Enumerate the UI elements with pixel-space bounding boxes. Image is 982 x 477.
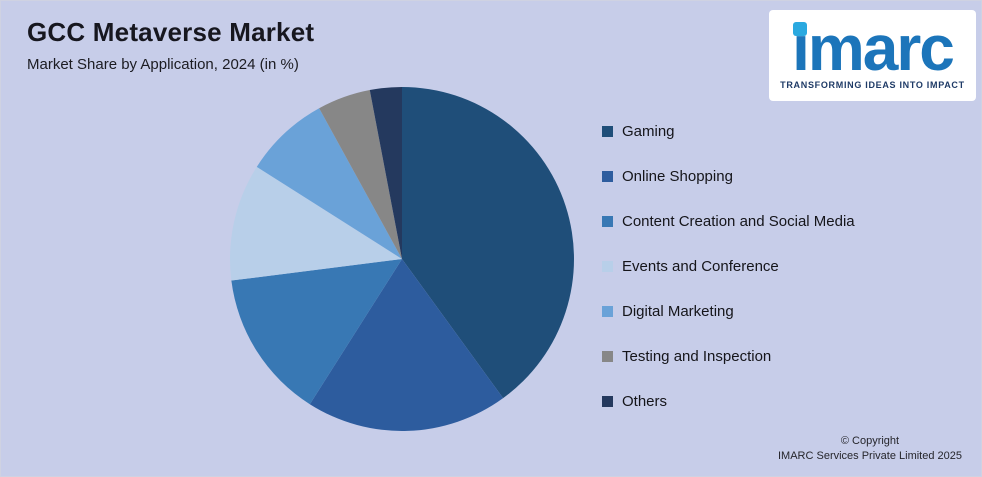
pie-slice-digital-marketing — [256, 108, 402, 259]
chart-subtitle: Market Share by Application, 2024 (in %) — [27, 56, 299, 73]
pie-slice-events-and-conference — [230, 166, 402, 281]
copyright-notice: © Copyright IMARC Services Private Limit… — [778, 434, 962, 464]
legend-label: Testing and Inspection — [622, 348, 772, 365]
copyright-line1: © Copyright — [840, 435, 900, 447]
legend-label: Online Shopping — [622, 168, 733, 185]
legend-item: Content Creation and Social Media — [602, 213, 855, 230]
legend-label: Content Creation and Social Media — [622, 213, 855, 230]
pie-slice-testing-and-inspection — [319, 90, 402, 259]
legend-item: Online Shopping — [602, 168, 855, 185]
legend-label: Others — [622, 393, 668, 410]
legend-item: Gaming — [602, 123, 855, 140]
legend-swatch-icon — [602, 126, 613, 137]
legend-swatch-icon — [602, 216, 613, 227]
legend-swatch-icon — [602, 396, 613, 407]
imarc-logo: imarc TRANSFORMING IDEAS INTO IMPACT — [769, 10, 976, 101]
pie-chart — [230, 87, 574, 431]
legend-label: Gaming — [622, 123, 675, 140]
legend-item: Digital Marketing — [602, 303, 855, 320]
legend-label: Digital Marketing — [622, 303, 734, 320]
legend-item: Events and Conference — [602, 258, 855, 275]
imarc-logo-text: imarc — [792, 12, 955, 84]
pie-slice-others — [369, 87, 402, 259]
chart-title: GCC Metaverse Market — [27, 17, 315, 47]
legend-item: Others — [602, 393, 855, 410]
pie-slice-online-shopping — [309, 259, 504, 431]
legend-swatch-icon — [602, 351, 613, 362]
pie-slice-content-creation-and-social-media — [231, 259, 402, 405]
imarc-tagline: TRANSFORMING IDEAS INTO IMPACT — [780, 80, 965, 90]
legend-item: Testing and Inspection — [602, 348, 855, 365]
pie-chart-area — [222, 79, 582, 439]
legend: Gaming Online Shopping Content Creation an… — [602, 123, 855, 410]
copyright-line2: IMARC Services Private Limited 2025 — [777, 450, 962, 462]
legend-swatch-icon — [602, 171, 613, 182]
imarc-wordmark: imarc — [792, 12, 955, 84]
legend-swatch-icon — [602, 306, 613, 317]
legend-swatch-icon — [602, 261, 613, 272]
legend-label: Events and Conference — [622, 258, 779, 275]
imarc-logo-dot-icon — [793, 22, 808, 36]
chart-header: GCC Metaverse Market Market Share by App… — [27, 17, 314, 73]
pie-slice-gaming — [402, 87, 574, 399]
